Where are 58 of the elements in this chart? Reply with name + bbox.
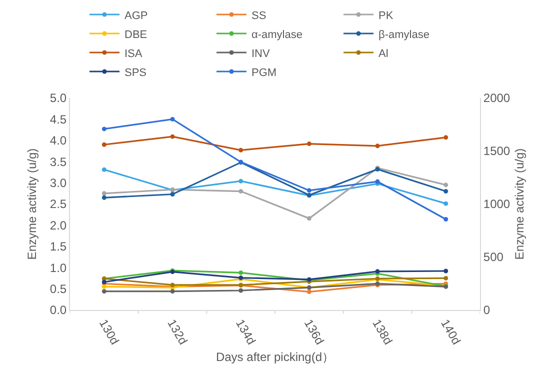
legend-label: INV (252, 48, 270, 60)
y2-tick-label: 2000 (483, 91, 510, 106)
y-tick-label: 3.0 (50, 176, 67, 190)
legend-label: SS (252, 10, 266, 22)
point (444, 268, 448, 274)
point (444, 182, 448, 188)
y-tick-label: 2.0 (50, 218, 67, 232)
point (306, 142, 312, 146)
y2-tick-label: 0 (483, 303, 490, 318)
legend-label: DBE (124, 28, 148, 41)
legend-label: β-amylase (378, 28, 430, 41)
point (170, 116, 175, 122)
point (444, 217, 448, 222)
point (444, 276, 448, 280)
legend-label: SPS (124, 66, 147, 79)
point (375, 144, 380, 148)
x-axis-title: Days after picking(d） (216, 350, 334, 364)
point (238, 189, 244, 194)
legend-label: α-amylase (252, 28, 302, 41)
y-tick-label: 1.0 (50, 260, 67, 275)
point (102, 289, 106, 294)
y-tick-label: 4.5 (50, 112, 67, 126)
point (306, 188, 312, 193)
point (238, 270, 244, 275)
y-axis-title: Enzyme activity (u/g) (25, 148, 39, 260)
legend-label: ISA (124, 48, 143, 60)
point (444, 189, 448, 194)
y-tick-label: 0.5 (50, 282, 67, 296)
point (170, 192, 175, 196)
point (170, 289, 175, 294)
y2-axis-title: Enzyme activity (u/g) (512, 148, 526, 260)
y-tick-label: 2.5 (50, 197, 67, 212)
y2-tick-label: 1500 (483, 144, 510, 158)
legend-label: AGP (124, 10, 148, 22)
point (102, 284, 106, 289)
legend-label: PGM (252, 66, 277, 79)
point (444, 135, 448, 140)
y-tick-label: 5.0 (50, 91, 67, 106)
legend-label: PK (378, 10, 394, 22)
y2-tick-label: 1000 (483, 197, 510, 212)
y-tick-label: 0.0 (50, 303, 67, 318)
point (238, 148, 244, 152)
legend-label: Al (378, 48, 388, 60)
point (170, 134, 175, 139)
y2-tick-label: 500 (483, 250, 504, 264)
point (238, 178, 244, 184)
point (102, 167, 106, 172)
point (444, 201, 448, 206)
point (102, 191, 106, 196)
point (102, 195, 106, 200)
point (306, 216, 312, 221)
point (238, 288, 244, 293)
y-tick-label: 1.5 (50, 240, 67, 254)
point (102, 142, 106, 147)
y-tick-label: 3.5 (50, 154, 67, 169)
point (102, 126, 106, 132)
y-tick-label: 4.0 (50, 134, 67, 148)
point (306, 290, 312, 294)
